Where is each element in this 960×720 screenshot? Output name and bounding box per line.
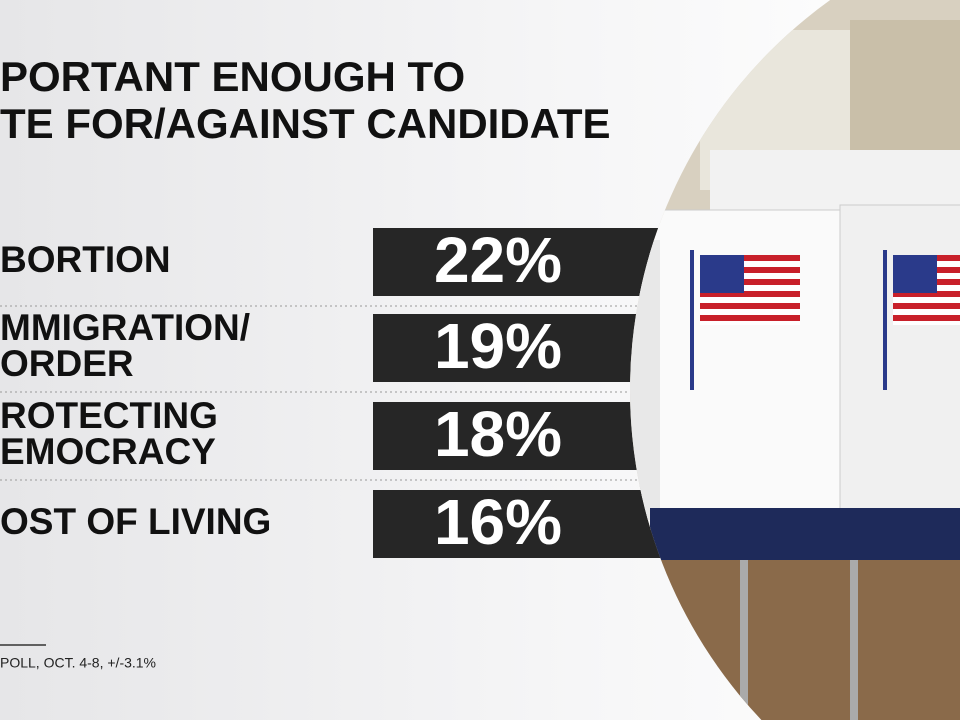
row-label: ROTECTING <box>0 395 218 436</box>
row-label: BORTION <box>0 239 171 280</box>
value-box <box>373 402 673 470</box>
title-line: TE FOR/AGAINST CANDIDATE <box>0 100 611 147</box>
value: 19% <box>434 310 562 382</box>
value-box <box>373 228 673 296</box>
footnote: POLL, OCT. 4-8, +/-3.1% <box>0 655 156 671</box>
value-box <box>373 314 673 382</box>
value: 18% <box>434 398 562 470</box>
row-label: MMIGRATION/ <box>0 307 250 348</box>
photo <box>630 0 960 720</box>
value-box <box>373 490 673 558</box>
title-line: PORTANT ENOUGH TO <box>0 53 465 100</box>
row-label: EMOCRACY <box>0 431 216 472</box>
value: 16% <box>434 486 562 558</box>
row-label: ORDER <box>0 343 134 384</box>
row-label: OST OF LIVING <box>0 501 271 542</box>
value: 22% <box>434 224 562 296</box>
